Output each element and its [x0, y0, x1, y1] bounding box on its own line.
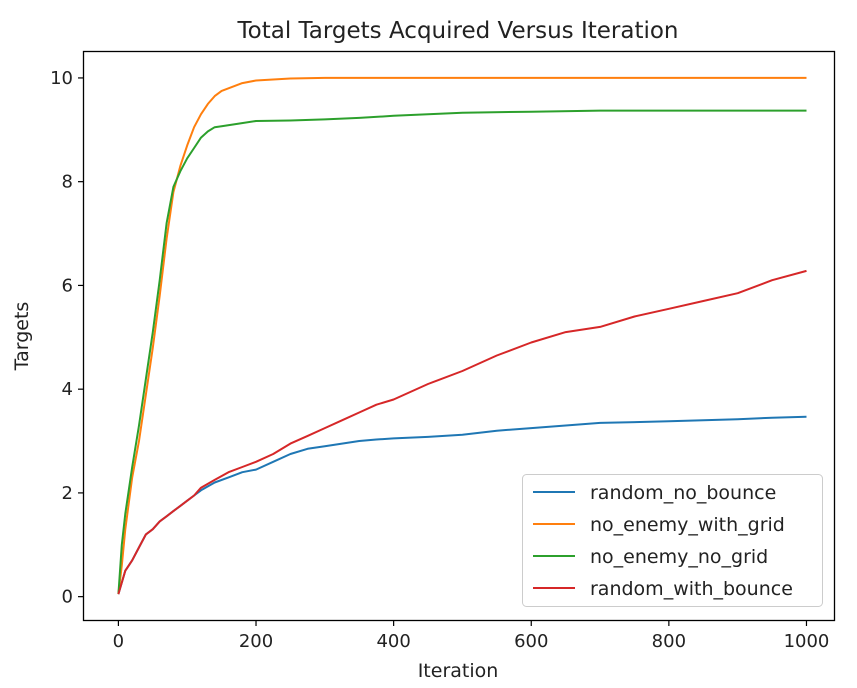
x-tick-label: 800 — [652, 631, 686, 652]
x-tick-label: 0 — [113, 631, 124, 652]
plot-frame — [82, 50, 836, 622]
y-tick-label: 2 — [62, 483, 73, 504]
x-tick-label: 600 — [514, 631, 548, 652]
legend-box — [522, 474, 823, 607]
y-axis-label: Targets — [11, 302, 33, 372]
series-line-no-enemy-no-grid — [117, 109, 807, 595]
y-tick-label: 4 — [62, 379, 73, 400]
y-tick-label: 8 — [62, 172, 73, 193]
legend-label: no_enemy_no_grid — [590, 546, 768, 568]
x-tick-label: 1000 — [784, 631, 830, 652]
x-tick-label: 200 — [239, 631, 273, 652]
y-tick-label: 10 — [50, 68, 73, 89]
y-axis-ticks: 0 2 4 6 8 10 — [50, 68, 84, 608]
legend-label: random_with_bounce — [590, 578, 793, 600]
x-axis-ticks: 0 200 400 600 800 1000 — [113, 620, 830, 652]
legend-label: random_no_bounce — [590, 482, 776, 504]
plot-area — [82, 50, 836, 622]
y-tick-label: 6 — [62, 275, 73, 296]
y-tick-label: 0 — [62, 587, 73, 608]
legend-label: no_enemy_with_grid — [590, 514, 785, 536]
series-line-no-enemy-with-grid — [117, 76, 807, 595]
x-tick-label: 400 — [376, 631, 410, 652]
series-layer — [117, 76, 807, 595]
series-line-random-with-bounce — [117, 269, 807, 595]
legend: random_no_bounce no_enemy_with_grid no_ene… — [522, 474, 823, 607]
legend-items: random_no_bounce no_enemy_with_grid no_ene… — [533, 482, 793, 600]
chart-title: Total Targets Acquired Versus Iteration — [237, 18, 679, 44]
x-axis-label: Iteration — [418, 660, 499, 682]
